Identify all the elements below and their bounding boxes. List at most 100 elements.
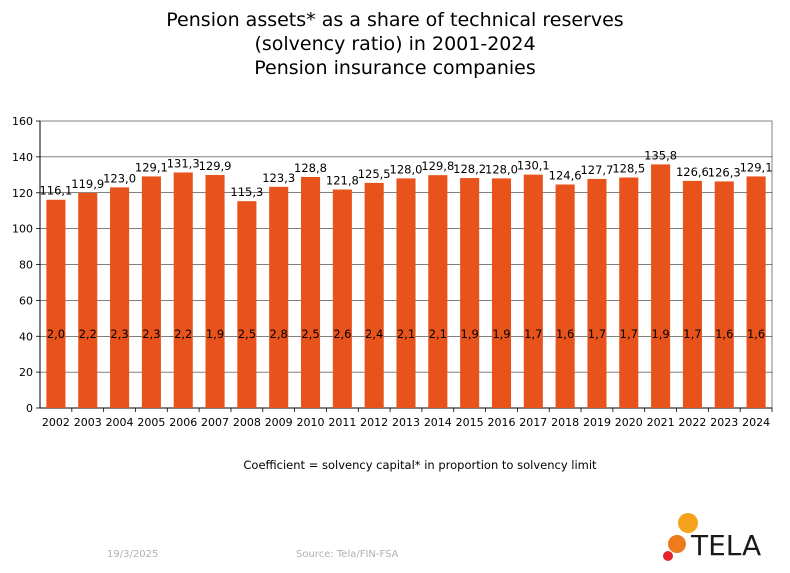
y-tick-label: 20 bbox=[19, 366, 33, 379]
x-tick-label: 2018 bbox=[551, 416, 579, 429]
x-tick-label: 2007 bbox=[201, 416, 229, 429]
y-tick-label: 60 bbox=[19, 294, 33, 307]
bar-value-label: 116,1 bbox=[39, 184, 72, 198]
coefficient-label: 1,7 bbox=[683, 327, 701, 341]
x-tick-label: 2022 bbox=[678, 416, 706, 429]
y-tick-label: 140 bbox=[12, 151, 33, 164]
bar bbox=[651, 164, 671, 408]
tela-logo-icon bbox=[663, 513, 698, 561]
x-tick-label: 2005 bbox=[137, 416, 165, 429]
coefficient-label: 2,1 bbox=[429, 327, 447, 341]
bar bbox=[491, 178, 512, 408]
bar bbox=[110, 187, 130, 408]
bar-value-label: 129,1 bbox=[135, 160, 168, 174]
coefficient-label: 1,9 bbox=[651, 327, 669, 341]
bar bbox=[460, 178, 480, 408]
bar-value-label: 119,9 bbox=[71, 177, 104, 191]
tela-logo-text: TELA bbox=[691, 529, 762, 562]
x-tick-label: 2009 bbox=[265, 416, 293, 429]
bar bbox=[78, 192, 98, 408]
coefficient-label: 2,1 bbox=[397, 327, 415, 341]
bar-value-label: 129,8 bbox=[421, 159, 454, 173]
bar-value-label: 124,6 bbox=[549, 168, 582, 182]
bar-value-label: 128,0 bbox=[485, 162, 518, 176]
x-tick-label: 2016 bbox=[487, 416, 515, 429]
coefficient-label: 2,3 bbox=[110, 327, 128, 341]
coefficient-label: 2,5 bbox=[301, 327, 319, 341]
bar bbox=[141, 176, 161, 408]
x-tick-label: 2014 bbox=[424, 416, 452, 429]
bar-value-label: 135,8 bbox=[644, 148, 677, 162]
bar bbox=[555, 184, 575, 408]
y-tick-label: 40 bbox=[19, 330, 33, 343]
bar-value-label: 130,1 bbox=[517, 159, 550, 173]
coefficient-label: 1,9 bbox=[206, 327, 224, 341]
bar bbox=[587, 178, 607, 408]
bar bbox=[619, 177, 639, 408]
coefficient-label: 2,0 bbox=[47, 327, 65, 341]
bar-value-label: 128,0 bbox=[390, 162, 423, 176]
coefficient-label: 2,3 bbox=[142, 327, 160, 341]
y-tick-label: 0 bbox=[26, 402, 33, 415]
bar-value-label: 129,1 bbox=[740, 160, 773, 174]
bar bbox=[364, 182, 384, 408]
bar-value-label: 123,0 bbox=[103, 171, 136, 185]
coefficient-note: Coefficient = solvency capital* in propo… bbox=[243, 458, 597, 472]
y-tick-label: 160 bbox=[12, 115, 33, 128]
bar-value-label: 123,3 bbox=[262, 171, 295, 185]
x-tick-label: 2002 bbox=[42, 416, 70, 429]
bar bbox=[237, 201, 257, 408]
bar bbox=[746, 176, 766, 408]
x-tick-label: 2023 bbox=[710, 416, 738, 429]
bar-value-label: 126,3 bbox=[708, 165, 741, 179]
x-tick-label: 2024 bbox=[742, 416, 770, 429]
bar bbox=[205, 174, 225, 408]
chart-title: Pension assets* as a share of technical … bbox=[0, 8, 790, 80]
x-tick-label: 2019 bbox=[583, 416, 611, 429]
chart-title-line-3: Pension insurance companies bbox=[254, 57, 536, 79]
x-tick-label: 2006 bbox=[169, 416, 197, 429]
coefficient-label: 2,8 bbox=[270, 327, 288, 341]
chart-title-line-1: Pension assets* as a share of technical … bbox=[166, 9, 624, 31]
bar-value-label: 115,3 bbox=[230, 185, 263, 199]
coefficient-label: 1,9 bbox=[461, 327, 479, 341]
y-tick-label: 100 bbox=[12, 223, 33, 236]
bar bbox=[173, 172, 193, 408]
bar-value-label: 127,7 bbox=[580, 163, 613, 177]
x-tick-label: 2020 bbox=[615, 416, 643, 429]
coefficient-label: 1,9 bbox=[492, 327, 510, 341]
bar bbox=[332, 189, 352, 408]
x-tick-label: 2008 bbox=[233, 416, 261, 429]
x-tick-label: 2003 bbox=[74, 416, 102, 429]
x-tick-label: 2015 bbox=[456, 416, 484, 429]
bar-value-label: 126,6 bbox=[676, 165, 709, 179]
bar bbox=[396, 178, 416, 408]
x-tick-label: 2012 bbox=[360, 416, 388, 429]
bar bbox=[714, 181, 734, 408]
bar bbox=[428, 175, 448, 408]
x-tick-label: 2010 bbox=[297, 416, 325, 429]
y-tick-label: 80 bbox=[19, 259, 33, 272]
x-tick-label: 2004 bbox=[106, 416, 134, 429]
y-tick-label: 120 bbox=[12, 187, 33, 200]
coefficient-label: 1,7 bbox=[588, 327, 606, 341]
x-tick-label: 2021 bbox=[647, 416, 675, 429]
footer-date: 19/3/2025 bbox=[107, 549, 159, 560]
coefficient-label: 1,6 bbox=[556, 327, 574, 341]
bar-value-label: 128,8 bbox=[294, 161, 327, 175]
bar bbox=[46, 199, 66, 408]
bar bbox=[300, 176, 321, 408]
bar-value-label: 131,3 bbox=[167, 156, 200, 170]
x-tick-label: 2017 bbox=[519, 416, 547, 429]
chart-title-line-2: (solvency ratio) in 2001-2024 bbox=[254, 33, 536, 55]
footer-source: Source: Tela/FIN-FSA bbox=[296, 549, 399, 560]
coefficient-label: 1,7 bbox=[524, 327, 542, 341]
coefficient-label: 2,2 bbox=[79, 327, 97, 341]
bar bbox=[682, 180, 702, 408]
bar-value-label: 128,5 bbox=[612, 162, 645, 176]
bar-value-label: 125,5 bbox=[358, 167, 391, 181]
x-tick-label: 2011 bbox=[328, 416, 356, 429]
coefficient-label: 1,6 bbox=[747, 327, 765, 341]
bar-value-label: 128,2 bbox=[453, 162, 486, 176]
